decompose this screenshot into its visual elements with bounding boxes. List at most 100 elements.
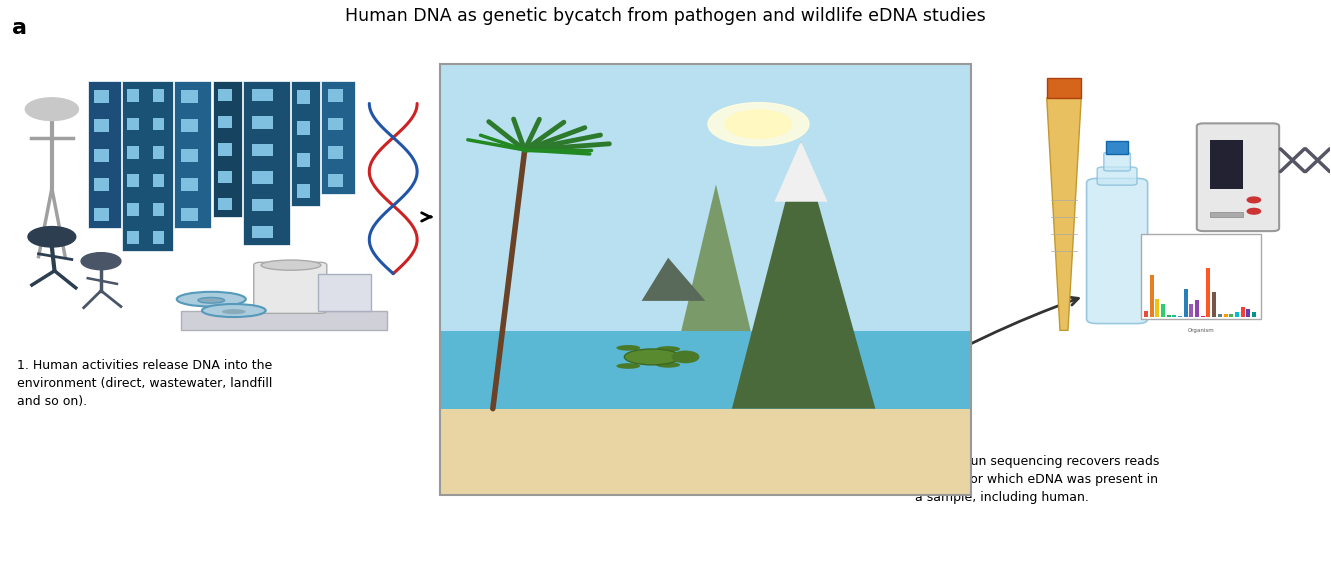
- Bar: [1178, 316, 1182, 317]
- Bar: [253, 144, 273, 156]
- Bar: [213, 81, 242, 217]
- Bar: [153, 89, 164, 102]
- Ellipse shape: [261, 260, 321, 270]
- Bar: [297, 184, 310, 198]
- Bar: [1235, 312, 1239, 317]
- Bar: [1223, 315, 1227, 317]
- Bar: [329, 174, 343, 187]
- Bar: [244, 81, 290, 245]
- Ellipse shape: [198, 298, 225, 303]
- Circle shape: [25, 98, 79, 120]
- Bar: [153, 117, 164, 131]
- Bar: [1161, 304, 1165, 317]
- Bar: [95, 89, 109, 103]
- Bar: [297, 121, 310, 136]
- Bar: [95, 149, 109, 162]
- Bar: [1173, 315, 1177, 317]
- Bar: [1210, 140, 1243, 189]
- Bar: [1218, 314, 1222, 317]
- Bar: [128, 231, 138, 244]
- Ellipse shape: [177, 292, 246, 307]
- Bar: [322, 81, 354, 194]
- Bar: [181, 311, 386, 331]
- Bar: [318, 274, 370, 311]
- Polygon shape: [1046, 98, 1081, 331]
- FancyBboxPatch shape: [1086, 178, 1147, 324]
- Bar: [1206, 268, 1210, 317]
- Text: 3. Untargeted shotgun sequencing recovers reads
from all organisms for which eDN: 3. Untargeted shotgun sequencing recover…: [845, 455, 1159, 504]
- Bar: [1155, 299, 1159, 317]
- Polygon shape: [775, 141, 828, 202]
- Bar: [218, 116, 232, 128]
- Bar: [1046, 78, 1081, 98]
- Bar: [439, 64, 972, 495]
- Bar: [329, 117, 343, 131]
- Bar: [174, 81, 212, 228]
- Bar: [153, 231, 164, 244]
- Bar: [95, 178, 109, 192]
- Bar: [253, 89, 273, 101]
- Bar: [153, 146, 164, 159]
- Circle shape: [725, 110, 792, 139]
- Bar: [1213, 292, 1217, 317]
- Ellipse shape: [656, 362, 680, 368]
- FancyBboxPatch shape: [254, 262, 327, 314]
- Bar: [439, 331, 972, 495]
- Text: Human DNA as genetic bycatch from pathogen and wildlife eDNA studies: Human DNA as genetic bycatch from pathog…: [345, 7, 986, 25]
- Bar: [1246, 310, 1250, 317]
- Ellipse shape: [624, 349, 680, 365]
- Bar: [153, 203, 164, 215]
- Circle shape: [1247, 197, 1260, 203]
- Bar: [439, 409, 972, 495]
- Circle shape: [672, 351, 699, 363]
- Text: 2. Extraction of DNA from environmental samples
recovers all DNA present in the : 2. Extraction of DNA from environmental …: [473, 353, 784, 402]
- Bar: [181, 89, 198, 103]
- Circle shape: [1247, 209, 1260, 214]
- Circle shape: [28, 227, 76, 247]
- Bar: [181, 207, 198, 221]
- Bar: [128, 146, 138, 159]
- Bar: [253, 226, 273, 238]
- Bar: [253, 199, 273, 211]
- Bar: [1230, 315, 1234, 317]
- Bar: [181, 149, 198, 162]
- Circle shape: [708, 103, 809, 146]
- Bar: [1143, 311, 1147, 317]
- FancyBboxPatch shape: [1103, 152, 1130, 171]
- Bar: [297, 153, 310, 166]
- Bar: [218, 89, 232, 101]
- Bar: [1190, 304, 1194, 317]
- Polygon shape: [663, 185, 769, 409]
- Polygon shape: [642, 258, 705, 301]
- Bar: [329, 89, 343, 102]
- Text: 1. Human activities release DNA into the
environment (direct, wastewater, landfi: 1. Human activities release DNA into the…: [17, 359, 273, 408]
- FancyBboxPatch shape: [1197, 123, 1279, 231]
- Ellipse shape: [656, 346, 680, 352]
- Bar: [1240, 307, 1244, 317]
- Bar: [218, 144, 232, 156]
- Bar: [297, 90, 310, 104]
- Bar: [181, 178, 198, 192]
- Bar: [1141, 234, 1260, 319]
- Bar: [291, 81, 321, 206]
- Bar: [1150, 275, 1154, 317]
- Polygon shape: [732, 141, 876, 409]
- Ellipse shape: [616, 345, 640, 351]
- Text: a: a: [12, 18, 27, 38]
- Bar: [1183, 289, 1187, 317]
- Bar: [128, 117, 138, 131]
- Bar: [218, 170, 232, 183]
- Bar: [439, 64, 972, 495]
- Bar: [1166, 315, 1170, 317]
- Bar: [95, 207, 109, 221]
- Text: Organism: Organism: [1187, 328, 1214, 332]
- Bar: [1252, 312, 1256, 317]
- Bar: [128, 203, 138, 215]
- Bar: [1195, 300, 1199, 317]
- Ellipse shape: [202, 304, 266, 317]
- Bar: [88, 81, 121, 228]
- Bar: [122, 81, 173, 251]
- Bar: [1106, 141, 1127, 154]
- Bar: [153, 174, 164, 187]
- Bar: [128, 174, 138, 187]
